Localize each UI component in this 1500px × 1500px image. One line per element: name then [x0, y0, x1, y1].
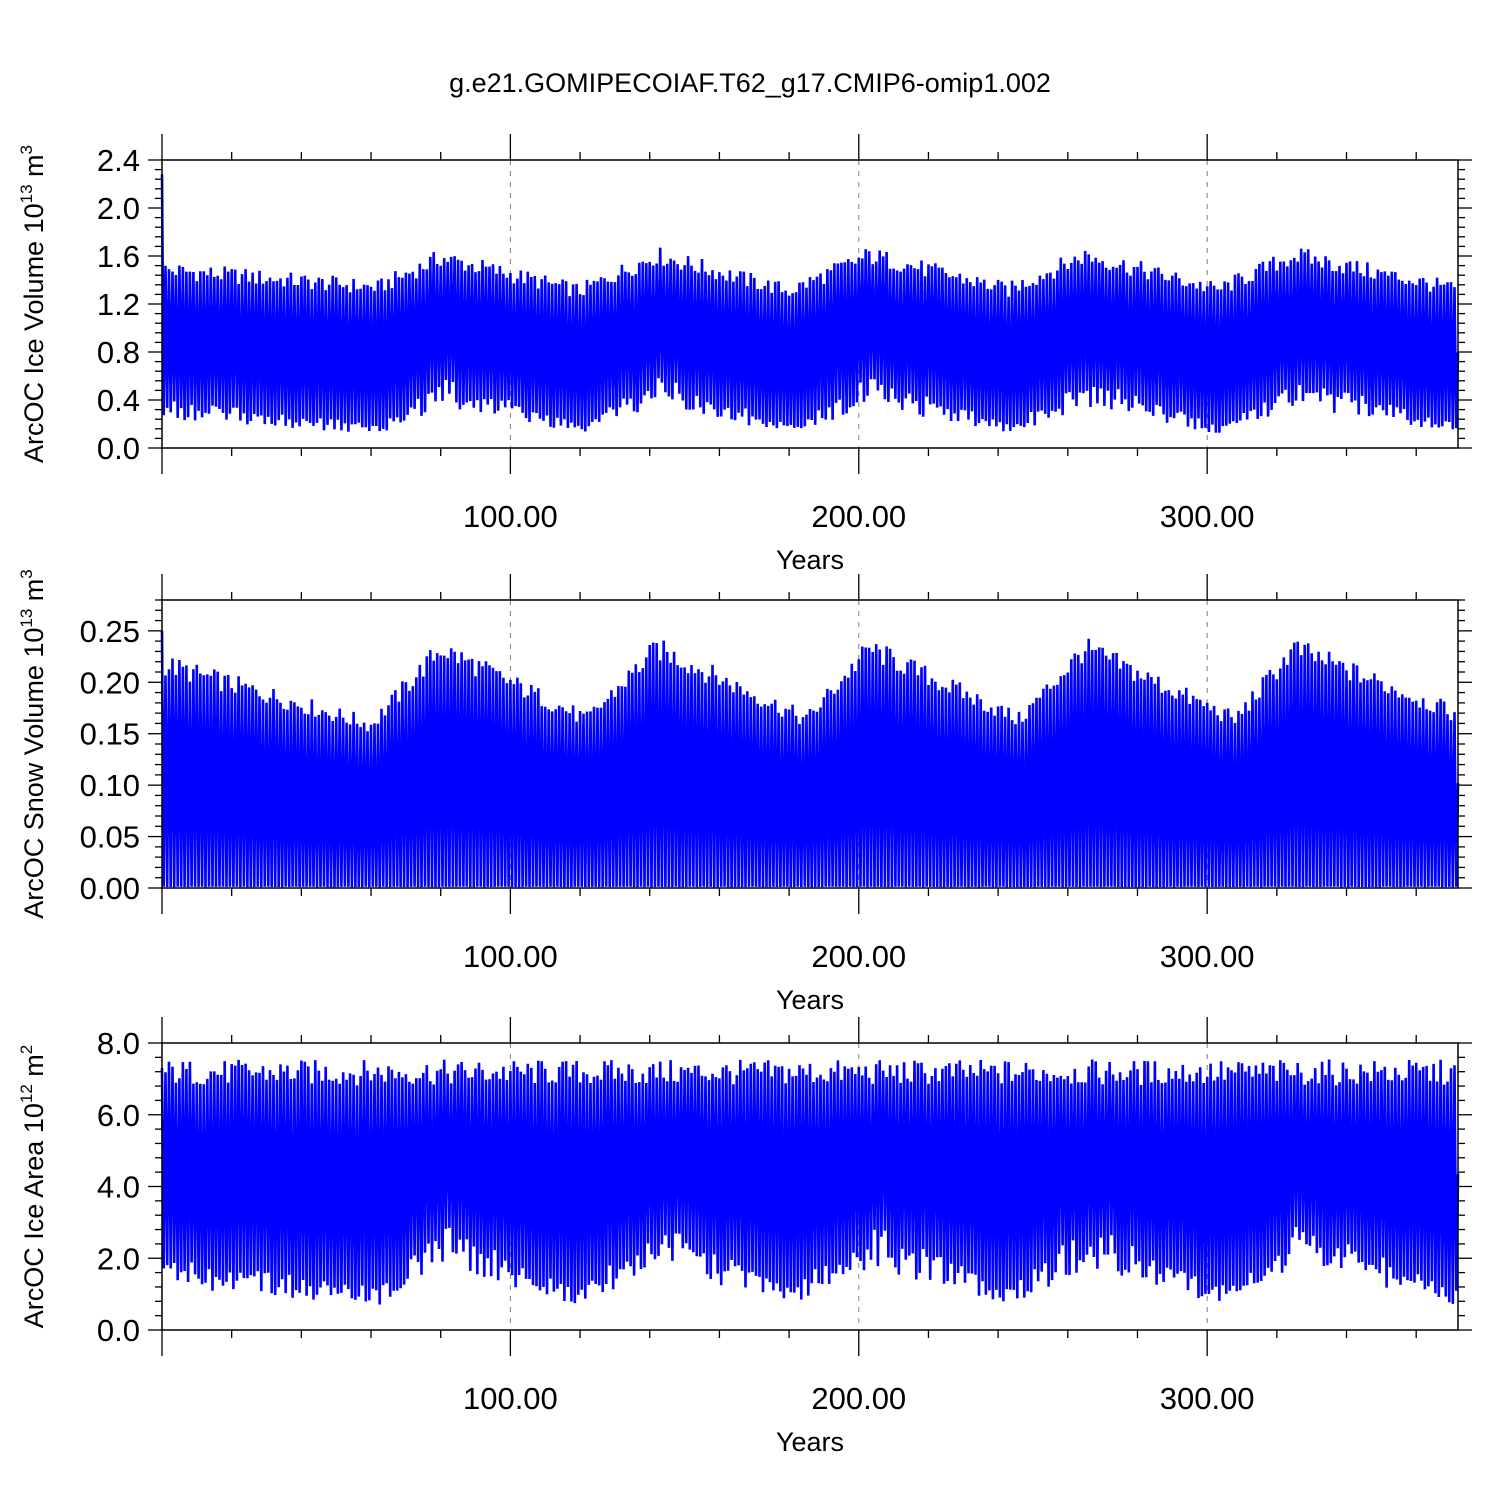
y-axis-title: ArcOC Snow Volume 1013 m3 — [17, 569, 49, 919]
panel-3: 0.0 2.0 4.0 6.0 8.0 100.00 200.00 300.00 Years Ar… — [17, 1017, 1472, 1457]
y-tick-label: 0.15 — [80, 717, 140, 752]
y-axis-title: ArcOC Ice Area 1012 m2 — [17, 1045, 49, 1329]
x-tick-label: 200.00 — [811, 939, 906, 974]
x-axis-title: Years — [776, 545, 844, 575]
y-tick-label: 4.0 — [97, 1170, 140, 1205]
y-tick-label: 0.20 — [80, 665, 140, 700]
y-tick-label: 0.25 — [80, 614, 140, 649]
x-tick-label: 300.00 — [1160, 939, 1255, 974]
y-tick-label: 0.4 — [97, 383, 140, 418]
y-tick-label: 2.4 — [97, 143, 140, 178]
y-tick-label: 2.0 — [97, 1241, 140, 1276]
series-line-3 — [160, 1059, 1460, 1305]
y-tick-label: 0.8 — [97, 335, 140, 370]
chart-title: g.e21.GOMIPECOIAF.T62_g17.CMIP6-omip1.00… — [449, 68, 1051, 98]
series-line-1 — [160, 174, 1460, 433]
x-axis-title: Years — [776, 985, 844, 1015]
y-tick-label: 0.05 — [80, 820, 140, 855]
y-tick-label: 0.10 — [80, 768, 140, 803]
x-tick-label: 200.00 — [811, 1381, 906, 1416]
x-tick-label: 300.00 — [1160, 499, 1255, 534]
y-axis-title: ArcOC Ice Volume 1013 m3 — [17, 145, 49, 463]
y-tick-label: 0.0 — [97, 431, 140, 466]
panel-1: 0.0 0.4 0.8 1.2 1.6 2.0 2.4 100.00 200.00 300.00 Y… — [17, 134, 1472, 575]
y-tick-label: 0.00 — [80, 871, 140, 906]
x-tick-label: 300.00 — [1160, 1381, 1255, 1416]
x-tick-label: 100.00 — [463, 499, 558, 534]
y-tick-label: 8.0 — [97, 1026, 140, 1061]
panel-2: 0.00 0.05 0.10 0.15 0.20 0.25 100.00 200.00 300.… — [17, 569, 1472, 1015]
series-line-2 — [160, 630, 1460, 888]
y-tick-label: 0.0 — [97, 1313, 140, 1348]
y-tick-label: 6.0 — [97, 1098, 140, 1133]
y-tick-label: 2.0 — [97, 191, 140, 226]
x-tick-label: 100.00 — [463, 939, 558, 974]
y-tick-label: 1.2 — [97, 287, 140, 322]
x-tick-label: 100.00 — [463, 1381, 558, 1416]
x-axis-title: Years — [776, 1427, 844, 1457]
x-tick-label: 200.00 — [811, 499, 906, 534]
y-tick-label: 1.6 — [97, 239, 140, 274]
